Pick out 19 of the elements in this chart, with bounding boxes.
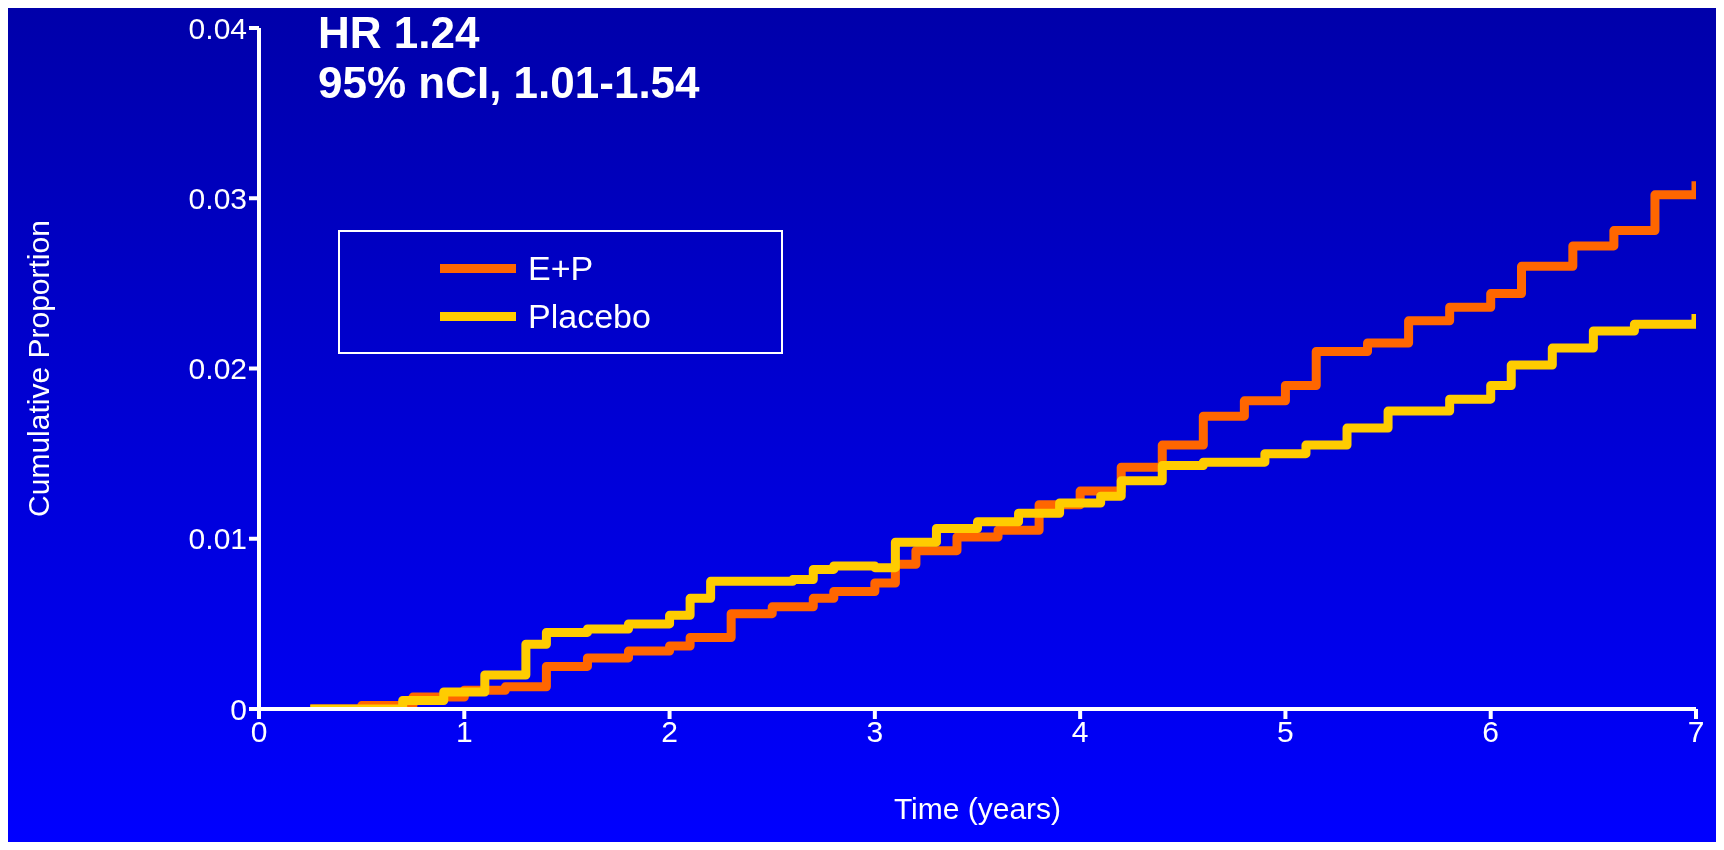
- y-tick-label: 0: [230, 692, 247, 726]
- x-tick-label: 4: [1071, 715, 1089, 749]
- y-tick-label: 0.03: [188, 181, 247, 215]
- legend-label: Placebo: [528, 296, 651, 336]
- legend-label: E+P: [528, 248, 594, 288]
- y-axis-title: Cumulative Proportion: [21, 220, 55, 517]
- x-axis-title: Time (years): [893, 792, 1062, 825]
- x-tick-label: 1: [455, 715, 473, 749]
- annotation: HR 1.24: [318, 8, 481, 58]
- annotation: 95% nCI, 1.01-1.54: [318, 58, 700, 108]
- x-tick-label: 2: [661, 715, 678, 749]
- x-tick-label: 3: [866, 715, 884, 749]
- y-tick-label: 0.01: [188, 522, 247, 556]
- x-tick-label: 6: [1482, 715, 1500, 749]
- y-tick-label: 0.02: [188, 352, 247, 386]
- x-tick-label: 5: [1277, 715, 1294, 749]
- x-tick-label: 7: [1687, 715, 1705, 749]
- y-tick-label: 0.04: [188, 11, 247, 45]
- x-tick-label: 0: [250, 715, 268, 749]
